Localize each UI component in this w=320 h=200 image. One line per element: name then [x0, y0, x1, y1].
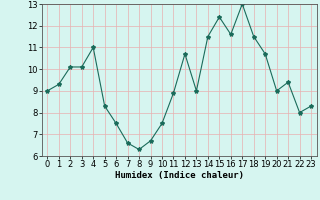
X-axis label: Humidex (Indice chaleur): Humidex (Indice chaleur) [115, 171, 244, 180]
